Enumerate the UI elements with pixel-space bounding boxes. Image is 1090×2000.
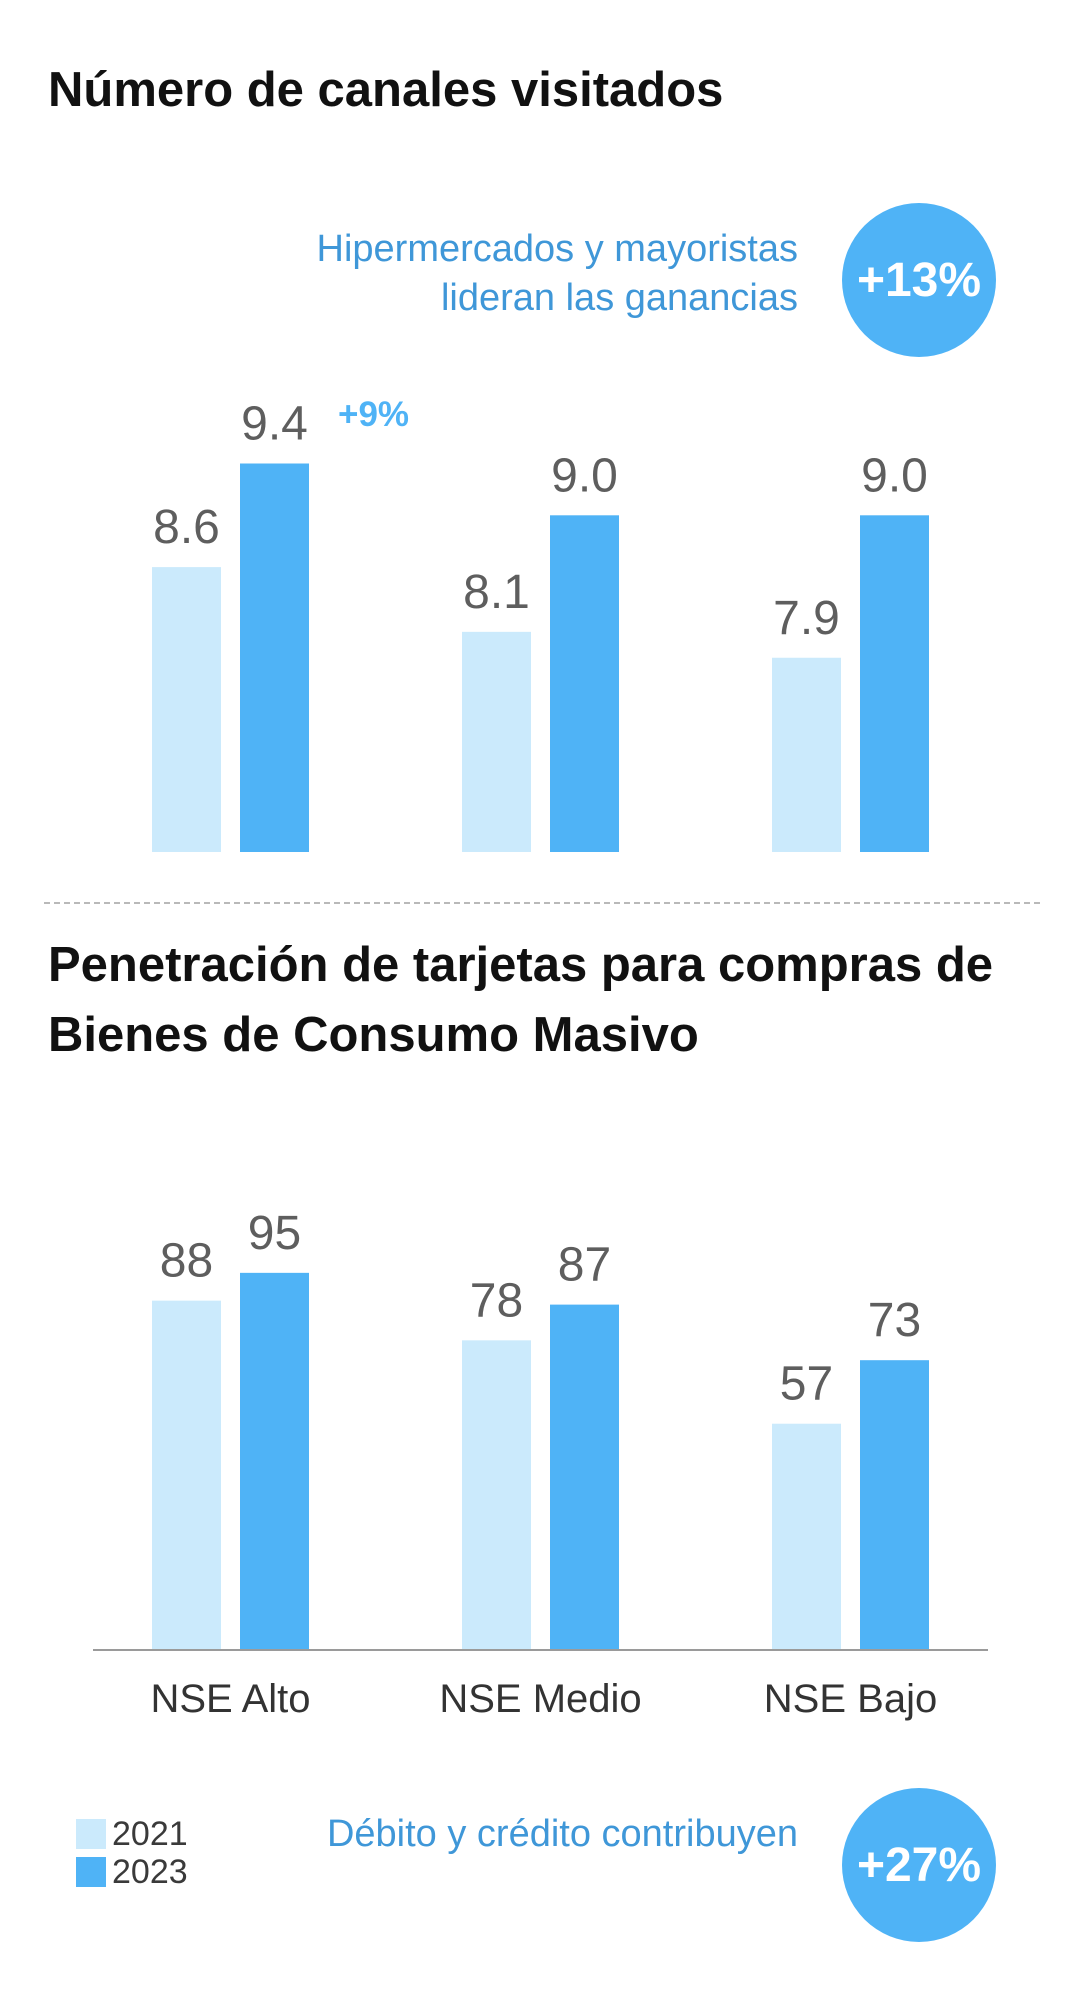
chart1-bar-nse-bajo-2023 <box>860 515 929 852</box>
chart1-badge: +13% <box>842 203 996 357</box>
chart2-badge: +27% <box>842 1788 996 1942</box>
chart2-bar-nse-bajo-2023 <box>860 1360 929 1650</box>
chart1-annotation-growth: +9% <box>338 395 409 434</box>
chart2-title: Penetración de tarjetas para compras de … <box>48 938 993 1062</box>
chart1-bar-nse-medio-2021 <box>462 631 531 852</box>
chart1-bars: 8.6 9.4 8.1 9.0 7.9 9.0 +9% <box>152 395 929 852</box>
chart1-value-label-nse-alto-2023: 9.4 <box>241 398 308 451</box>
chart2-value-label-nse-medio-2021: 78 <box>470 1274 523 1327</box>
chart1-value-label-nse-medio-2021: 8.1 <box>463 566 530 619</box>
chart2-value-label-nse-medio-2023: 87 <box>558 1239 611 1292</box>
chart1-title: Número de canales visitados <box>48 63 724 117</box>
chart1-value-label-nse-medio-2023: 9.0 <box>551 449 618 502</box>
chart2-bar-nse-bajo-2021 <box>772 1423 841 1650</box>
chart1-callout: Hipermercados y mayoristas lideran las g… <box>316 228 798 319</box>
chart1-bar-nse-alto-2023 <box>240 463 309 852</box>
chart2-value-label-nse-bajo-2021: 57 <box>780 1358 833 1411</box>
chart2-callout: Débito y crédito contribuyen <box>326 1813 798 1855</box>
x-tick-label-nse-bajo: NSE Bajo <box>764 1677 937 1721</box>
chart2-bar-nse-medio-2023 <box>550 1304 619 1650</box>
legend-item-2021: 2021 <box>76 1815 188 1853</box>
chart2-bars: 88 95 78 87 57 73 NSE Alto NSE Medio NSE Bajo <box>93 1207 988 1721</box>
legend-swatch-2021 <box>76 1819 106 1849</box>
chart1-value-label-nse-alto-2021: 8.6 <box>153 501 220 554</box>
chart2-value-label-nse-bajo-2023: 73 <box>868 1294 921 1347</box>
chart2-bar-nse-alto-2021 <box>152 1300 221 1650</box>
legend-label-2021: 2021 <box>112 1814 188 1853</box>
x-tick-label-nse-medio: NSE Medio <box>439 1677 641 1721</box>
chart1-bar-nse-medio-2023 <box>550 515 619 852</box>
chart2-value-label-nse-alto-2023: 95 <box>248 1207 301 1260</box>
chart2-value-label-nse-alto-2021: 88 <box>160 1235 213 1288</box>
chart2-bar-nse-alto-2023 <box>240 1272 309 1650</box>
chart1-value-label-nse-bajo-2023: 9.0 <box>861 449 928 502</box>
section-divider <box>44 902 1040 904</box>
legend: 2021 2023 <box>76 1815 188 1891</box>
chart1-bar-nse-alto-2021 <box>152 567 221 852</box>
legend-label-2023: 2023 <box>112 1852 188 1891</box>
legend-item-2023: 2023 <box>76 1853 188 1891</box>
chart1-bar-nse-bajo-2021 <box>772 657 841 852</box>
x-tick-label-nse-alto: NSE Alto <box>150 1677 310 1721</box>
chart1-value-label-nse-bajo-2021: 7.9 <box>773 592 840 645</box>
legend-swatch-2023 <box>76 1857 106 1887</box>
chart2-bar-nse-medio-2021 <box>462 1340 531 1650</box>
